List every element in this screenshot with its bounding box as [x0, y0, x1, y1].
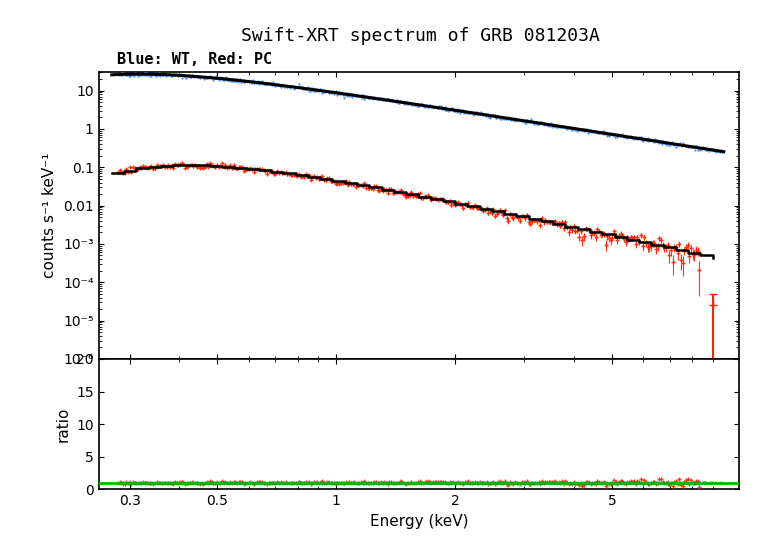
Y-axis label: counts s⁻¹ keV⁻¹: counts s⁻¹ keV⁻¹ — [42, 153, 58, 279]
Text: Swift-XRT spectrum of GRB 081203A: Swift-XRT spectrum of GRB 081203A — [241, 27, 600, 45]
X-axis label: Energy (keV): Energy (keV) — [370, 514, 468, 529]
Y-axis label: ratio: ratio — [55, 406, 70, 442]
Text: Blue: WT, Red: PC: Blue: WT, Red: PC — [117, 52, 273, 67]
